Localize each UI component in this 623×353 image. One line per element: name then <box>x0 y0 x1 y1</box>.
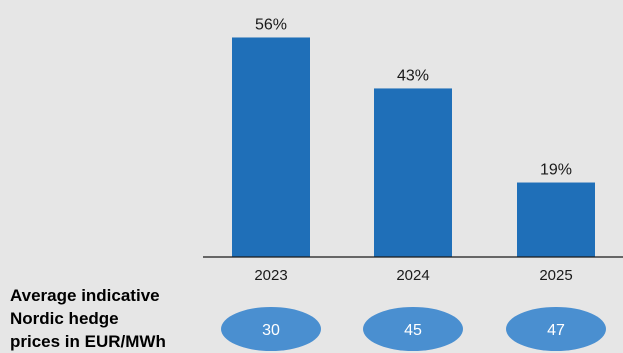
price-row-label: Average indicative Nordic hedge prices i… <box>10 286 166 351</box>
bar-2023 <box>232 37 310 258</box>
data-label-2023: 56% <box>255 16 287 33</box>
price-row-label-line-3: prices in EUR/MWh <box>10 332 166 351</box>
price-ellipse-2025 <box>506 307 606 351</box>
bars-group <box>232 37 595 258</box>
price-value-2025: 47 <box>547 322 565 339</box>
data-label-2025: 19% <box>540 162 572 179</box>
data-label-2024: 43% <box>397 67 429 84</box>
price-ellipse-2024 <box>363 307 463 351</box>
price-row-label-line-1: Average indicative <box>10 286 160 305</box>
x-tick-2025: 2025 <box>539 267 572 284</box>
price-ellipses-group: 30 45 47 <box>221 307 606 351</box>
price-row-label-line-2: Nordic hedge <box>10 309 119 328</box>
x-tick-2023: 2023 <box>254 267 287 284</box>
price-value-2024: 45 <box>404 322 422 339</box>
bar-2025 <box>517 182 595 257</box>
price-value-2023: 30 <box>262 322 280 339</box>
x-tick-2024: 2024 <box>396 267 429 284</box>
bar-2024 <box>374 88 452 257</box>
data-labels-group: 56% 43% 19% <box>255 16 572 178</box>
price-ellipse-2023 <box>221 307 321 351</box>
x-tick-labels-group: 2023 2024 2025 <box>254 267 572 284</box>
